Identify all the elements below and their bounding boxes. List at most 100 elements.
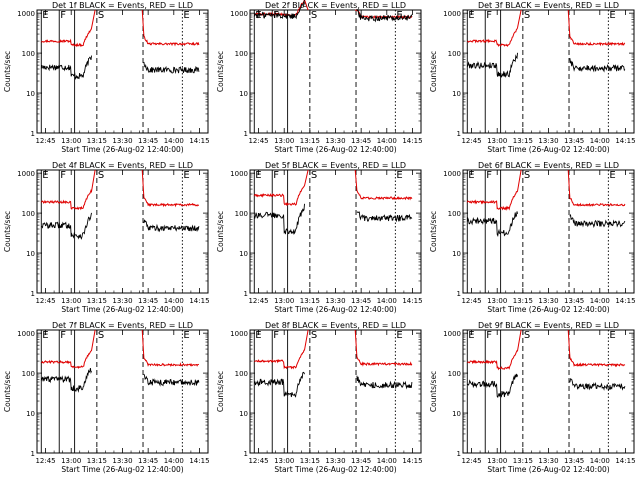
x-tick-label: 12:45 — [248, 457, 268, 465]
x-tick-label: 13:15 — [513, 457, 533, 465]
events-series-line-pre — [467, 373, 518, 398]
y-tick-label: 100 — [22, 50, 35, 58]
y-tick-label: 100 — [235, 210, 248, 218]
y-tick-label: 1 — [31, 290, 35, 298]
y-tick-label: 1000 — [443, 170, 461, 178]
chart-svg: Det 7f BLACK = Events, RED = LLD 1 10 100 10… — [3, 321, 210, 474]
y-axis-label: Counts/sec — [429, 371, 438, 412]
x-tick-label: 13:00 — [487, 457, 507, 465]
y-tick-label: 1000 — [17, 330, 35, 338]
x-tick-label: 13:15 — [87, 297, 107, 305]
x-tick-label: 12:45 — [248, 297, 268, 305]
y-tick-label: 1000 — [17, 10, 35, 18]
x-tick-label: 14:15 — [402, 297, 422, 305]
x-tick-label: 12:45 — [461, 297, 481, 305]
y-tick-label: 1 — [457, 290, 461, 298]
detector-panel-5: Det 5f BLACK = Events, RED = LLD 1 10 100 10… — [213, 160, 426, 320]
marker-label: F — [486, 170, 492, 181]
x-tick-label: 13:30 — [538, 297, 558, 305]
x-tick-label: 13:15 — [300, 297, 320, 305]
marker-label: F — [273, 170, 279, 181]
lld-series-line-pre — [254, 329, 309, 370]
marker-label: S — [524, 330, 530, 341]
x-tick-label: 13:00 — [61, 297, 81, 305]
marker-label: E — [609, 330, 615, 341]
x-tick-label: 14:00 — [164, 457, 184, 465]
y-axis-label: Counts/sec — [429, 51, 438, 92]
y-tick-label: 10 — [26, 250, 35, 258]
lld-series-line-post — [141, 169, 200, 208]
x-tick-label: 13:45 — [138, 297, 158, 305]
lld-series-line-pre — [467, 329, 522, 371]
y-tick-label: 1 — [31, 130, 35, 138]
lld-series-line-post — [567, 9, 626, 47]
y-tick-label: 100 — [235, 50, 248, 58]
events-series-line-pre — [41, 212, 92, 240]
chart-svg: Det 4f BLACK = Events, RED = LLD 1 10 100 10… — [3, 161, 210, 314]
y-tick-label: 10 — [239, 90, 248, 98]
x-tick-label: 13:00 — [61, 457, 81, 465]
detector-panel-2: Det 2f BLACK = Events, RED = LLD 1 10 100 10… — [213, 0, 426, 160]
x-tick-label: 14:15 — [615, 137, 635, 145]
marker-label: F — [486, 330, 492, 341]
chart-title: Det 6f BLACK = Events, RED = LLD — [478, 161, 619, 170]
events-series-line-pre — [253, 203, 305, 235]
chart-title: Det 8f BLACK = Events, RED = LLD — [265, 321, 406, 330]
chart-title: Det 3f BLACK = Events, RED = LLD — [478, 1, 619, 10]
y-axis-label: Counts/sec — [3, 371, 12, 412]
x-tick-label: 13:00 — [487, 297, 507, 305]
y-tick-label: 1 — [244, 130, 248, 138]
x-tick-label: 13:45 — [564, 297, 584, 305]
y-tick-label: 1000 — [230, 330, 248, 338]
y-tick-label: 10 — [26, 90, 35, 98]
x-tick-label: 14:00 — [590, 297, 610, 305]
x-axis-label: Start Time (26-Aug-02 12:40:00) — [487, 305, 609, 314]
marker-label: E — [255, 330, 261, 341]
x-tick-label: 13:45 — [351, 297, 371, 305]
y-tick-label: 1000 — [230, 170, 248, 178]
marker-label: E — [468, 330, 474, 341]
events-series-line-post — [356, 375, 413, 390]
y-tick-label: 1000 — [230, 10, 248, 18]
lld-series-line-post — [567, 329, 626, 368]
chart-svg: Det 5f BLACK = Events, RED = LLD 1 10 100 10… — [216, 161, 423, 314]
marker-label: E — [255, 170, 261, 181]
x-tick-label: 12:45 — [35, 457, 55, 465]
events-series-line-post — [569, 58, 626, 73]
y-tick-label: 1000 — [443, 330, 461, 338]
marker-label: F — [273, 330, 279, 341]
marker-label: E — [396, 170, 402, 181]
y-tick-label: 1 — [457, 130, 461, 138]
events-series-line-post — [143, 61, 200, 75]
y-tick-label: 100 — [235, 370, 248, 378]
chart-title: Det 7f BLACK = Events, RED = LLD — [52, 321, 193, 330]
y-tick-label: 100 — [448, 210, 461, 218]
events-series-line-post — [143, 219, 200, 233]
x-axis-label: Start Time (26-Aug-02 12:40:00) — [61, 465, 183, 474]
x-tick-label: 12:45 — [248, 137, 268, 145]
chart-title: Det 5f BLACK = Events, RED = LLD — [265, 161, 406, 170]
marker-label: F — [60, 170, 66, 181]
y-tick-label: 100 — [22, 370, 35, 378]
marker-label: S — [524, 170, 530, 181]
marker-label: E — [183, 10, 189, 21]
marker-label: E — [396, 330, 402, 341]
marker-label: E — [468, 170, 474, 181]
x-tick-label: 13:00 — [274, 137, 294, 145]
x-tick-label: 14:15 — [615, 457, 635, 465]
chart-title: Det 2f BLACK = Events, RED = LLD — [265, 1, 406, 10]
lld-series-line-pre — [41, 9, 96, 48]
x-tick-label: 13:30 — [538, 137, 558, 145]
x-tick-label: 14:00 — [590, 457, 610, 465]
events-series-line-pre — [40, 55, 92, 81]
events-series-line-pre — [466, 211, 518, 238]
x-tick-label: 14:15 — [189, 297, 209, 305]
marker-label: S — [311, 10, 317, 21]
y-axis-label: Counts/sec — [216, 51, 225, 92]
x-tick-label: 13:45 — [138, 457, 158, 465]
marker-label: S — [311, 170, 317, 181]
detector-panel-4: Det 4f BLACK = Events, RED = LLD 1 10 100 10… — [0, 160, 213, 320]
x-tick-label: 14:00 — [377, 297, 397, 305]
x-tick-label: 14:00 — [164, 297, 184, 305]
